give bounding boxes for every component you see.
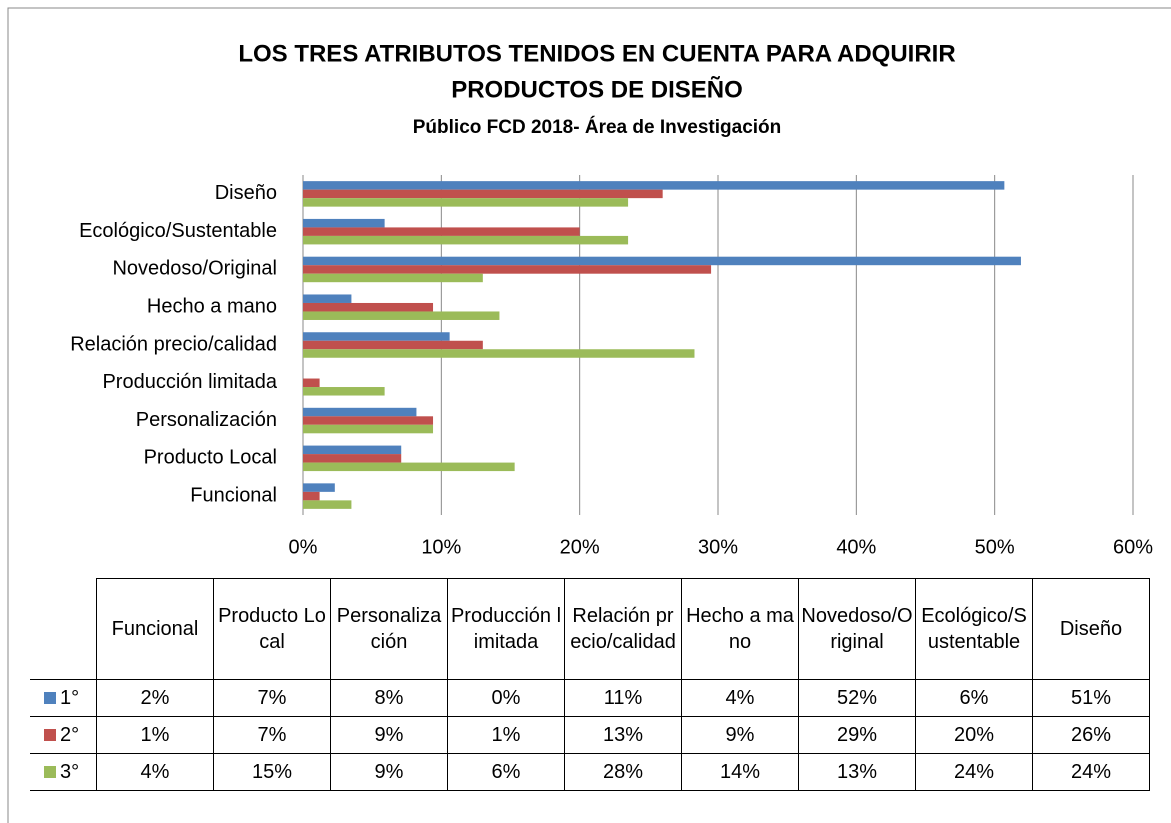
- legend-swatch: [44, 691, 56, 704]
- bar: [303, 311, 500, 320]
- x-tick-label: 50%: [975, 536, 1015, 558]
- table-value: 4%: [681, 679, 799, 717]
- table-value: 7%: [213, 716, 331, 754]
- chart-subtitle: Público FCD 2018- Área de Investigación: [413, 116, 782, 138]
- table-value: 28%: [564, 753, 682, 791]
- y-tick-label: Personalización: [136, 409, 277, 431]
- y-tick-label: Producción limitada: [102, 371, 277, 393]
- y-tick-label: Diseño: [215, 182, 277, 204]
- bar: [303, 491, 320, 501]
- legend-swatch: [44, 765, 56, 778]
- table-value: 52%: [798, 679, 916, 717]
- table-header: Relación precio/calidad: [564, 578, 682, 680]
- table-header: Funcional: [96, 578, 214, 680]
- chart-title: LOS TRES ATRIBUTOS TENIDOS EN CUENTA PAR…: [238, 40, 955, 67]
- table-value: 8%: [330, 679, 448, 717]
- legend-label: 3°: [60, 760, 80, 783]
- x-tick-label: 10%: [421, 536, 461, 558]
- y-tick-label: Ecológico/Sustentable: [79, 220, 277, 242]
- x-tick-label: 30%: [698, 536, 738, 558]
- table-value: 29%: [798, 716, 916, 754]
- table-header: Personalización: [330, 578, 448, 680]
- table-header: Producto Local: [213, 578, 331, 680]
- table-value: 26%: [1032, 716, 1150, 754]
- legend-label: 2°: [60, 723, 80, 746]
- bar: [303, 294, 352, 303]
- table-value: 0%: [447, 679, 565, 717]
- table-header: Novedoso/Original: [798, 578, 916, 680]
- y-tick-label: Relación precio/calidad: [70, 333, 277, 355]
- bar: [303, 181, 1005, 190]
- table-row-label: 2°: [30, 716, 97, 754]
- legend-label: 1°: [60, 686, 80, 709]
- y-tick-label: Hecho a mano: [147, 296, 277, 318]
- bar: [303, 198, 629, 207]
- x-tick-label: 0%: [289, 536, 318, 558]
- table-value: 24%: [1032, 753, 1150, 791]
- table-value: 9%: [330, 753, 448, 791]
- y-tick-label: Funcional: [190, 484, 277, 506]
- bar: [303, 500, 352, 509]
- table-value: 6%: [447, 753, 565, 791]
- table-header: Diseño: [1032, 578, 1150, 680]
- bar: [303, 349, 695, 358]
- data-table: Funcional Producto Local Personalización Pr…: [30, 578, 1150, 791]
- bar: [303, 445, 402, 455]
- table-value: 2%: [96, 679, 214, 717]
- x-tick-label: 20%: [560, 536, 600, 558]
- y-tick-label: Novedoso/Original: [112, 258, 277, 280]
- bar: [303, 273, 483, 283]
- bar: [303, 256, 1021, 266]
- table-header: Ecológico/Sustentable: [915, 578, 1033, 680]
- bar: [303, 265, 712, 274]
- bar: [303, 189, 663, 199]
- chart-border: [7, 7, 1171, 823]
- bar: [303, 483, 335, 492]
- bar: [303, 387, 385, 396]
- table-value: 15%: [213, 753, 331, 791]
- bar: [303, 332, 450, 341]
- bar: [303, 340, 483, 350]
- table-value: 9%: [330, 716, 448, 754]
- table-row-label: 3°: [30, 753, 97, 791]
- table-value: 1%: [447, 716, 565, 754]
- bar: [303, 407, 417, 417]
- bar: [303, 235, 629, 245]
- table-corner: [30, 579, 97, 680]
- table-header: Hecho a mano: [681, 578, 799, 680]
- table-value: 6%: [915, 679, 1033, 717]
- table-value: 14%: [681, 753, 799, 791]
- legend-swatch: [44, 728, 56, 741]
- table-value: 1%: [96, 716, 214, 754]
- chart-title: PRODUCTOS DE DISEÑO: [451, 75, 743, 103]
- table-value: 11%: [564, 679, 682, 717]
- table-value: 24%: [915, 753, 1033, 791]
- bar: [303, 378, 320, 388]
- bar: [303, 454, 402, 463]
- bar: [303, 424, 434, 434]
- table-header: Producción limitada: [447, 578, 565, 680]
- table-value: 9%: [681, 716, 799, 754]
- bar: [303, 462, 515, 472]
- table-value: 4%: [96, 753, 214, 791]
- x-tick-label: 40%: [836, 536, 876, 558]
- bar: [303, 218, 385, 228]
- table-value: 7%: [213, 679, 331, 717]
- table-value: 13%: [564, 716, 682, 754]
- y-tick-label: Producto Local: [144, 447, 277, 469]
- bar: [303, 302, 434, 312]
- table-value: 51%: [1032, 679, 1150, 717]
- bar: [303, 227, 580, 236]
- table-row-label: 1°: [30, 679, 97, 717]
- x-tick-label: 60%: [1113, 536, 1153, 558]
- table-value: 13%: [798, 753, 916, 791]
- bar: [303, 416, 434, 425]
- table-value: 20%: [915, 716, 1033, 754]
